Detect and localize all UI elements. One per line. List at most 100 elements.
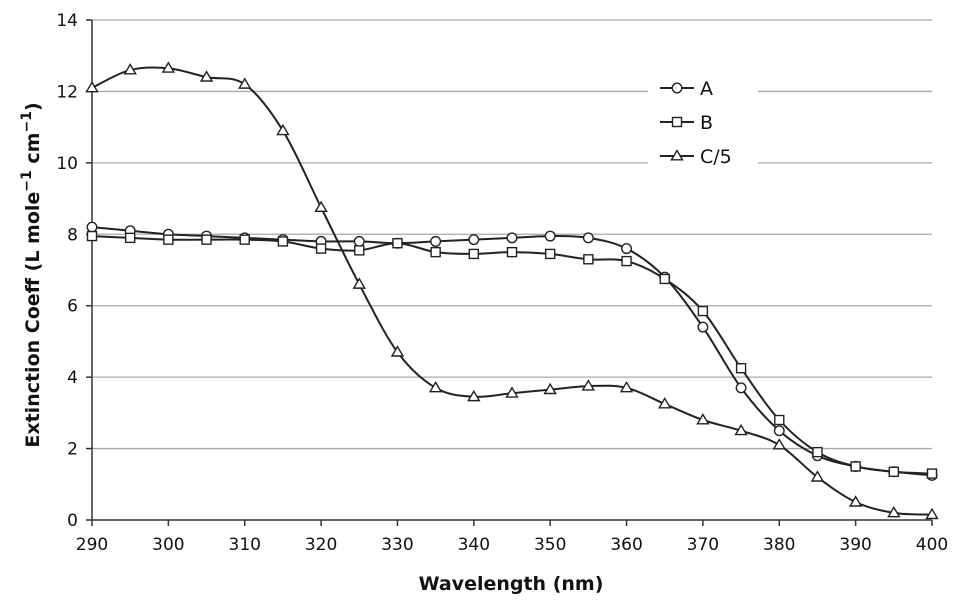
x-tick-label-340: 340	[458, 535, 490, 555]
legend-entry-a: A	[660, 78, 713, 100]
series-b	[86, 230, 938, 479]
tick-labels: 0 2 4 6 8 10 12 14 290 300 310 320 330 340 350 360 370 38…	[56, 11, 948, 555]
point-b-330	[392, 238, 403, 249]
point-b-315	[277, 236, 289, 247]
point-c-5-395	[887, 505, 901, 518]
point-b-365	[659, 273, 670, 285]
series-layer	[85, 61, 939, 520]
x-tick-label-380: 380	[763, 535, 795, 555]
y-tick-label-6: 6	[67, 297, 78, 317]
point-c-5-290	[85, 80, 99, 93]
point-b-300	[163, 234, 174, 245]
point-c-5-340	[467, 389, 481, 402]
point-c-5-355	[581, 379, 596, 391]
y-tick-label-2: 2	[67, 440, 78, 460]
x-tick-label-370: 370	[687, 535, 719, 555]
point-c-5-335	[428, 380, 443, 393]
y-tick-label-14: 14	[56, 11, 78, 31]
point-b-355	[583, 254, 594, 265]
point-b-305	[201, 234, 212, 245]
y-axis-title-mid: cm	[22, 133, 44, 171]
point-c-5-345	[505, 386, 519, 398]
x-tick-label-290: 290	[76, 535, 108, 555]
point-a-380	[773, 425, 785, 437]
point-a-290	[86, 221, 98, 233]
point-c-5-320	[314, 200, 328, 213]
point-c-5-400	[925, 507, 939, 520]
y-tick-label-8: 8	[67, 225, 78, 245]
legend-entry-b: B	[660, 112, 713, 134]
y-tick-label-12: 12	[56, 82, 78, 102]
x-tick-label-300: 300	[152, 535, 184, 555]
point-c-5-305	[199, 70, 214, 82]
point-b-385	[812, 446, 823, 458]
point-c-5-310	[238, 77, 252, 89]
legend-label-b: B	[700, 112, 713, 134]
point-a-345	[506, 232, 518, 244]
y-axis-title-sup1: −1	[19, 170, 35, 191]
x-tick-label-350: 350	[534, 535, 566, 555]
point-a-350	[544, 230, 556, 242]
series-line-c-5	[91, 66, 933, 516]
x-tick-label-310: 310	[229, 535, 261, 555]
y-axis-title-sup2: −1	[19, 111, 35, 132]
x-tick-label-330: 330	[381, 535, 413, 555]
point-c-5-350	[543, 382, 557, 395]
point-c-5-370	[696, 413, 710, 425]
legend-marker-b	[671, 116, 683, 128]
point-b-340	[468, 248, 480, 260]
point-b-370	[697, 305, 709, 317]
point-a-335	[430, 235, 442, 247]
point-b-350	[544, 248, 556, 260]
point-b-360	[621, 255, 632, 267]
point-b-295	[124, 232, 136, 244]
point-b-325	[354, 245, 365, 256]
legend-label-c-5: C/5	[700, 146, 732, 168]
y-tick-label-10: 10	[56, 154, 78, 174]
point-c-5-360	[619, 380, 634, 393]
x-axis-title: Wavelength (nm)	[419, 573, 604, 595]
point-b-400	[926, 468, 938, 479]
point-c-5-330	[390, 345, 405, 357]
point-b-390	[850, 461, 861, 472]
x-tick-label-400: 400	[916, 535, 948, 555]
point-c-5-295	[123, 63, 137, 75]
legend-marker-a	[671, 82, 683, 94]
point-a-325	[353, 235, 365, 247]
point-b-310	[239, 234, 250, 245]
point-b-345	[506, 246, 518, 258]
y-axis-title-main: Extinction Coeff (L mole	[22, 192, 44, 448]
point-b-375	[735, 363, 747, 374]
point-c-5-300	[161, 61, 176, 73]
point-c-5-385	[810, 470, 825, 482]
point-b-380	[774, 414, 785, 426]
x-tick-label-390: 390	[839, 535, 871, 555]
series-c-5	[85, 61, 939, 520]
point-a-355	[582, 232, 594, 244]
y-axis-title: Extinction Coeff (L mole−1 cm−1)	[19, 102, 44, 447]
point-b-290	[86, 230, 98, 242]
x-tick-label-320: 320	[305, 535, 337, 555]
y-axis-title-end: )	[22, 102, 44, 111]
legend: AB C/5	[648, 66, 758, 178]
y-tick-label-4: 4	[67, 368, 78, 388]
x-tick-label-360: 360	[610, 535, 642, 555]
point-b-320	[315, 243, 327, 254]
point-b-335	[430, 246, 441, 258]
point-c-5-390	[848, 495, 863, 507]
point-a-370	[697, 321, 709, 333]
point-c-5-365	[658, 397, 672, 409]
legend-marker-c-5	[670, 149, 684, 161]
point-b-395	[888, 466, 900, 477]
y-tick-label-0: 0	[67, 511, 78, 531]
point-c-5-375	[734, 423, 748, 436]
legend-label-a: A	[700, 78, 713, 100]
point-c-5-325	[352, 277, 366, 289]
point-c-5-315	[276, 123, 290, 136]
legend-entry-c-5: C/5	[660, 146, 732, 168]
point-a-340	[468, 234, 480, 246]
point-c-5-380	[772, 438, 786, 450]
point-a-360	[621, 243, 633, 255]
